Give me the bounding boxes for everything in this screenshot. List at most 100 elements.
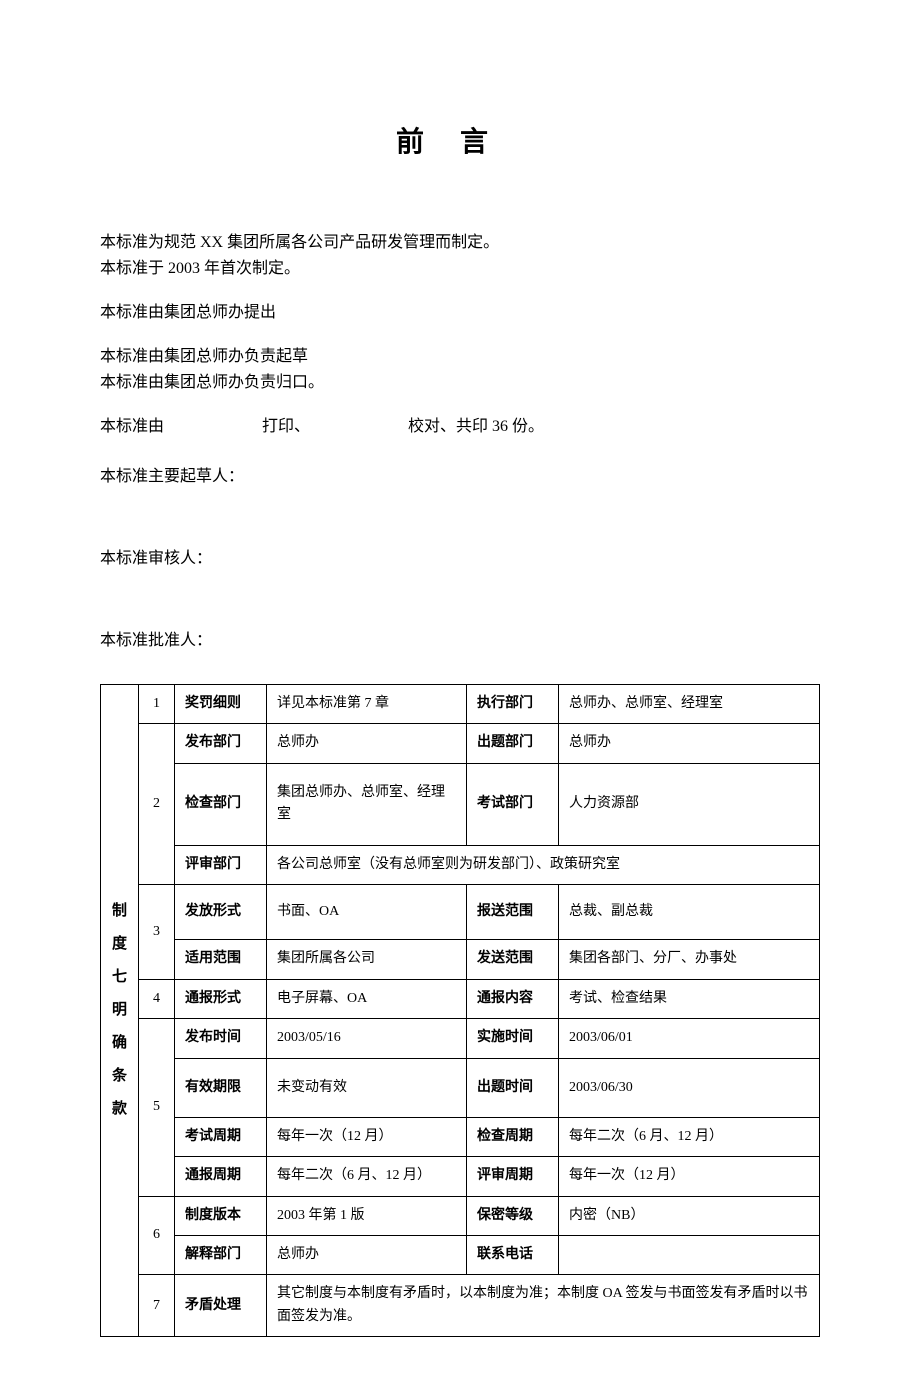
key-cell: 通报内容 [467, 979, 559, 1018]
table-row: 通报周期 每年二次（6 月、12 月） 评审周期 每年一次（12 月） [101, 1157, 820, 1196]
value-cell-merged: 其它制度与本制度有矛盾时，以本制度为准；本制度 OA 签发与书面签发有矛盾时以书… [267, 1275, 820, 1337]
policy-table: 制 度 七 明 确 条 款 1 奖罚细则 详见本标准第 7 章 执行部门 总师办… [100, 684, 820, 1337]
side-label-char: 条 [105, 1060, 134, 1093]
key-cell: 发放形式 [175, 884, 267, 939]
table-row: 适用范围 集团所属各公司 发送范围 集团各部门、分厂、办事处 [101, 940, 820, 979]
side-label-char: 制 [105, 895, 134, 928]
row-number: 7 [139, 1275, 175, 1337]
table-row: 制 度 七 明 确 条 款 1 奖罚细则 详见本标准第 7 章 执行部门 总师办… [101, 685, 820, 724]
text-span: 打印、 [262, 418, 310, 435]
value-cell: 内密（NB） [559, 1196, 820, 1235]
table-row: 检查部门 集团总师办、总师室、经理室 考试部门 人力资源部 [101, 763, 820, 845]
value-cell-merged: 各公司总师室（没有总师室则为研发部门）、政策研究室 [267, 845, 820, 884]
table-row: 有效期限 未变动有效 出题时间 2003/06/30 [101, 1058, 820, 1117]
value-cell: 集团所属各公司 [267, 940, 467, 979]
key-cell: 保密等级 [467, 1196, 559, 1235]
table-row: 评审部门 各公司总师室（没有总师室则为研发部门）、政策研究室 [101, 845, 820, 884]
side-label-char: 确 [105, 1027, 134, 1060]
row-number: 3 [139, 884, 175, 979]
value-cell: 书面、OA [267, 884, 467, 939]
table-row: 3 发放形式 书面、OA 报送范围 总裁、副总裁 [101, 884, 820, 939]
value-cell: 2003 年第 1 版 [267, 1196, 467, 1235]
intro-line: 本标准由集团总师办负责起草 [100, 344, 820, 370]
key-cell: 通报周期 [175, 1157, 267, 1196]
value-cell: 每年二次（6 月、12 月） [559, 1117, 820, 1156]
value-cell: 集团各部门、分厂、办事处 [559, 940, 820, 979]
row-number: 5 [139, 1019, 175, 1197]
row-number: 6 [139, 1196, 175, 1275]
key-cell: 矛盾处理 [175, 1275, 267, 1337]
side-label-cell: 制 度 七 明 确 条 款 [101, 685, 139, 1337]
key-cell: 评审周期 [467, 1157, 559, 1196]
policy-table-wrap: 制 度 七 明 确 条 款 1 奖罚细则 详见本标准第 7 章 执行部门 总师办… [100, 684, 820, 1337]
side-label-char: 款 [105, 1093, 134, 1126]
value-cell: 每年一次（12 月） [559, 1157, 820, 1196]
key-cell: 发送范围 [467, 940, 559, 979]
row-number: 1 [139, 685, 175, 724]
key-cell: 发布时间 [175, 1019, 267, 1058]
intro-line: 本标准于 2003 年首次制定。 [100, 256, 820, 282]
side-label-char: 明 [105, 994, 134, 1027]
value-cell: 每年一次（12 月） [267, 1117, 467, 1156]
key-cell: 评审部门 [175, 845, 267, 884]
side-label-char: 度 [105, 928, 134, 961]
key-cell: 奖罚细则 [175, 685, 267, 724]
value-cell: 详见本标准第 7 章 [267, 685, 467, 724]
key-cell: 实施时间 [467, 1019, 559, 1058]
key-cell: 考试周期 [175, 1117, 267, 1156]
row-number: 4 [139, 979, 175, 1018]
intro-block-4: 本标准由 打印、 校对、共印 36 份。 [100, 414, 820, 440]
value-cell: 2003/06/01 [559, 1019, 820, 1058]
key-cell: 考试部门 [467, 763, 559, 845]
intro-block-3: 本标准由集团总师办负责起草 本标准由集团总师办负责归口。 [100, 344, 820, 396]
value-cell: 考试、检查结果 [559, 979, 820, 1018]
table-row: 7 矛盾处理 其它制度与本制度有矛盾时，以本制度为准；本制度 OA 签发与书面签… [101, 1275, 820, 1337]
value-cell [559, 1236, 820, 1275]
value-cell: 2003/05/16 [267, 1019, 467, 1058]
key-cell: 执行部门 [467, 685, 559, 724]
value-cell: 人力资源部 [559, 763, 820, 845]
row-number: 2 [139, 724, 175, 885]
intro-line: 本标准为规范 XX 集团所属各公司产品研发管理而制定。 [100, 230, 820, 256]
value-cell: 2003/06/30 [559, 1058, 820, 1117]
value-cell: 总师办 [267, 1236, 467, 1275]
intro-line-print: 本标准由 打印、 校对、共印 36 份。 [100, 414, 820, 440]
value-cell: 未变动有效 [267, 1058, 467, 1117]
table-row: 6 制度版本 2003 年第 1 版 保密等级 内密（NB） [101, 1196, 820, 1235]
value-cell: 每年二次（6 月、12 月） [267, 1157, 467, 1196]
key-cell: 报送范围 [467, 884, 559, 939]
intro-line: 本标准由集团总师办提出 [100, 300, 820, 326]
key-cell: 有效期限 [175, 1058, 267, 1117]
text-span: 校对、共印 36 份。 [408, 418, 544, 435]
value-cell: 总师办 [267, 724, 467, 763]
reviewer-heading: 本标准审核人： [100, 546, 820, 572]
value-cell: 总师办 [559, 724, 820, 763]
table-row: 考试周期 每年一次（12 月） 检查周期 每年二次（6 月、12 月） [101, 1117, 820, 1156]
value-cell: 总裁、副总裁 [559, 884, 820, 939]
table-row: 5 发布时间 2003/05/16 实施时间 2003/06/01 [101, 1019, 820, 1058]
approver-heading: 本标准批准人： [100, 628, 820, 654]
drafter-heading: 本标准主要起草人： [100, 464, 820, 490]
page-title: 前言 [100, 120, 820, 160]
key-cell: 联系电话 [467, 1236, 559, 1275]
value-cell: 集团总师办、总师室、经理室 [267, 763, 467, 845]
intro-block-1: 本标准为规范 XX 集团所属各公司产品研发管理而制定。 本标准于 2003 年首… [100, 230, 820, 282]
intro-block-2: 本标准由集团总师办提出 [100, 300, 820, 326]
intro-line: 本标准由集团总师办负责归口。 [100, 370, 820, 396]
key-cell: 出题时间 [467, 1058, 559, 1117]
key-cell: 制度版本 [175, 1196, 267, 1235]
table-row: 4 通报形式 电子屏幕、OA 通报内容 考试、检查结果 [101, 979, 820, 1018]
key-cell: 检查部门 [175, 763, 267, 845]
key-cell: 出题部门 [467, 724, 559, 763]
table-row: 2 发布部门 总师办 出题部门 总师办 [101, 724, 820, 763]
key-cell: 适用范围 [175, 940, 267, 979]
value-cell: 总师办、总师室、经理室 [559, 685, 820, 724]
key-cell: 解释部门 [175, 1236, 267, 1275]
table-row: 解释部门 总师办 联系电话 [101, 1236, 820, 1275]
key-cell: 检查周期 [467, 1117, 559, 1156]
value-cell: 电子屏幕、OA [267, 979, 467, 1018]
key-cell: 发布部门 [175, 724, 267, 763]
side-label-char: 七 [105, 961, 134, 994]
text-span: 本标准由 [100, 418, 164, 435]
key-cell: 通报形式 [175, 979, 267, 1018]
